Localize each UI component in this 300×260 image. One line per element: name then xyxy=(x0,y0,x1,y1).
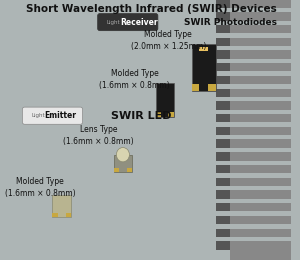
Bar xyxy=(114,155,132,172)
Text: Short Wavelength Infrared (SWIR) Devices: Short Wavelength Infrared (SWIR) Devices xyxy=(26,4,277,14)
Bar xyxy=(230,46,291,50)
Text: Receiver: Receiver xyxy=(120,18,158,27)
Text: Molded Type
(2.0mm × 1.25mm): Molded Type (2.0mm × 1.25mm) xyxy=(130,30,206,51)
Bar xyxy=(230,160,291,165)
Text: SWIR Photodiodes: SWIR Photodiodes xyxy=(184,18,277,27)
Bar xyxy=(114,168,119,172)
Bar xyxy=(216,0,230,8)
Bar xyxy=(230,148,291,152)
Text: Light: Light xyxy=(31,113,45,118)
Bar xyxy=(216,139,230,148)
Text: SWIR LED: SWIR LED xyxy=(111,111,172,121)
Bar xyxy=(216,127,230,135)
Bar xyxy=(52,213,58,217)
Bar xyxy=(208,83,216,91)
Bar xyxy=(216,76,230,84)
Bar xyxy=(216,165,230,173)
Bar xyxy=(230,21,291,25)
Bar xyxy=(216,12,230,21)
Bar xyxy=(216,89,230,97)
Bar xyxy=(230,8,291,12)
Bar xyxy=(216,216,230,224)
Text: Light: Light xyxy=(106,20,120,25)
Bar xyxy=(156,112,161,117)
Bar xyxy=(65,213,70,217)
Bar xyxy=(52,195,70,217)
Text: Molded Type
(1.6mm × 0.8mm): Molded Type (1.6mm × 0.8mm) xyxy=(4,177,75,198)
Text: Molded Type
(1.6mm × 0.8mm): Molded Type (1.6mm × 0.8mm) xyxy=(99,69,170,90)
Bar xyxy=(216,178,230,186)
Bar xyxy=(230,59,291,63)
Bar xyxy=(230,33,291,38)
Bar xyxy=(216,241,230,250)
Bar xyxy=(216,152,230,160)
Bar xyxy=(230,72,291,76)
Bar xyxy=(216,203,230,211)
Bar xyxy=(230,173,291,178)
Bar xyxy=(216,63,230,72)
Bar xyxy=(216,114,230,122)
Bar xyxy=(230,199,291,203)
Bar xyxy=(216,101,230,110)
Ellipse shape xyxy=(116,148,129,162)
Bar xyxy=(230,135,291,139)
Bar xyxy=(230,110,291,114)
Text: Emitter: Emitter xyxy=(45,111,77,120)
Bar xyxy=(230,97,291,101)
Bar xyxy=(230,122,291,127)
Bar xyxy=(199,47,208,51)
Bar xyxy=(216,38,230,46)
Bar xyxy=(168,112,174,117)
Bar xyxy=(230,224,291,229)
Bar xyxy=(192,83,199,91)
Bar xyxy=(216,190,230,199)
Bar xyxy=(230,0,291,260)
Bar xyxy=(216,50,230,59)
FancyBboxPatch shape xyxy=(22,107,82,124)
FancyBboxPatch shape xyxy=(98,14,158,31)
Bar xyxy=(216,229,230,237)
Bar xyxy=(230,186,291,190)
Bar xyxy=(156,83,174,117)
Bar xyxy=(127,168,132,172)
Bar xyxy=(230,237,291,241)
Bar xyxy=(192,44,216,91)
Bar xyxy=(216,25,230,33)
Text: Lens Type
(1.6mm × 0.8mm): Lens Type (1.6mm × 0.8mm) xyxy=(63,125,134,146)
Bar xyxy=(230,84,291,89)
Bar xyxy=(230,211,291,216)
